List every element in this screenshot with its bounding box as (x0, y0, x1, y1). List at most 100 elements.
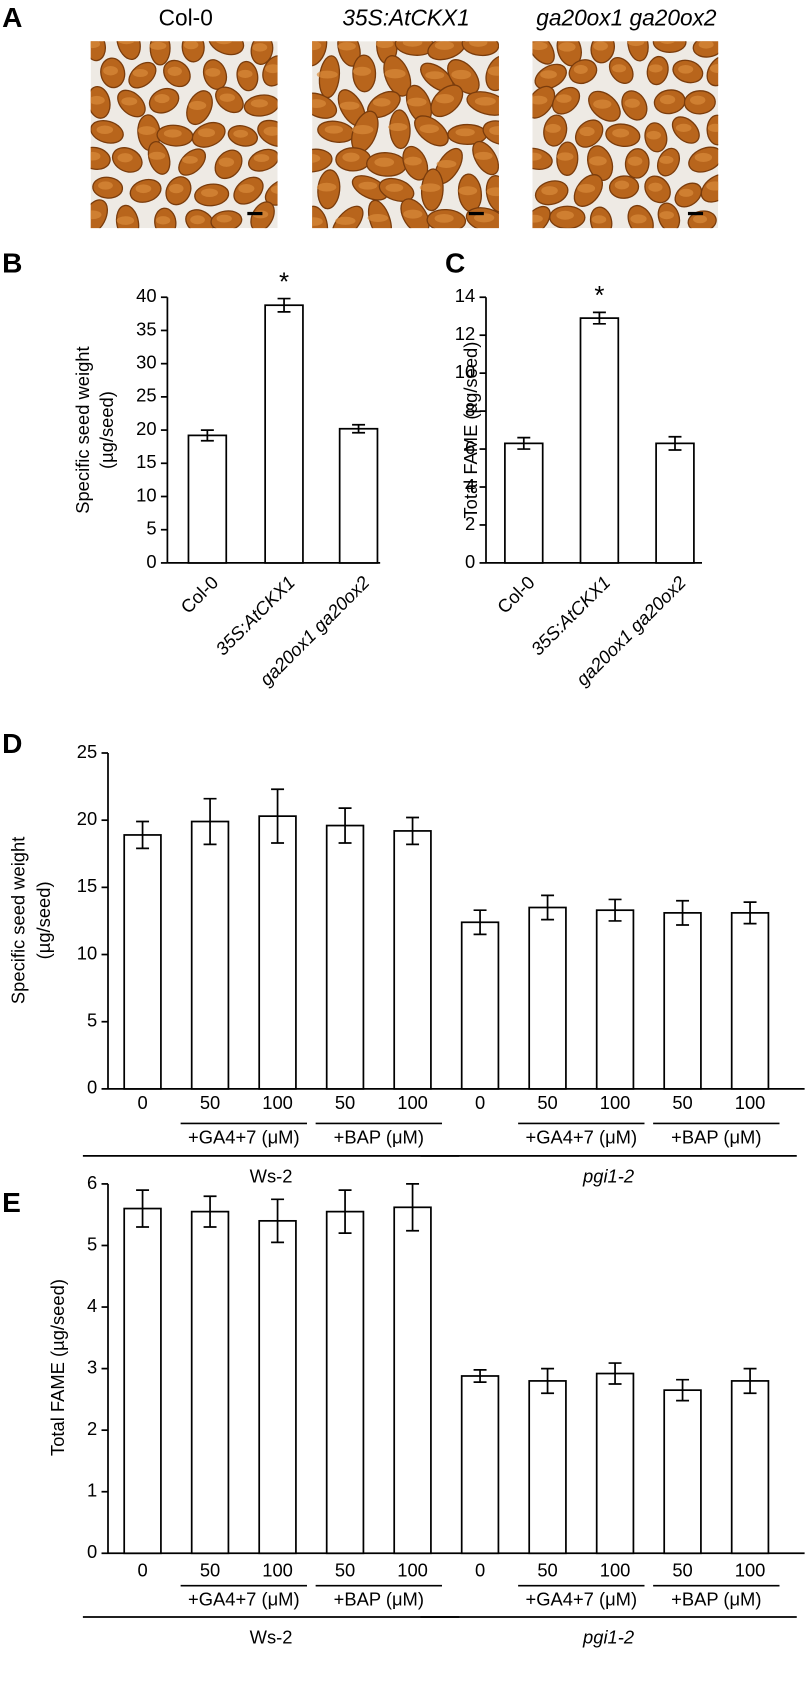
seed-highlight (90, 41, 101, 49)
bar (264, 304, 304, 564)
seed-highlight (98, 181, 113, 190)
seed-highlight (659, 94, 676, 105)
seed-highlight (374, 157, 395, 167)
seed-highlight (435, 93, 455, 104)
seed-highlight (556, 210, 574, 220)
y-tick-label: 12 (455, 323, 475, 344)
seed-highlight (263, 126, 278, 136)
seed-highlight (96, 125, 114, 134)
x-tick-label: 100 (735, 1092, 766, 1113)
seed-highlight (215, 41, 233, 45)
error-bar (271, 788, 285, 844)
bar (187, 434, 228, 564)
y-tick-label: 15 (136, 451, 156, 472)
seed-highlight (388, 123, 408, 132)
seed-highlight (579, 126, 595, 137)
subgroup-label: +BAP (μM) (334, 1589, 424, 1610)
error-bar (406, 816, 420, 846)
y-axis-label: Specific seed weight (7, 837, 28, 1004)
error-bar (136, 820, 150, 850)
seed-highlight (698, 41, 714, 49)
seed-highlight (694, 152, 713, 162)
bar (123, 834, 162, 1090)
seed-highlight (591, 215, 607, 224)
panel-label: E (2, 1187, 21, 1218)
x-tick-label: Col-0 (176, 572, 222, 618)
y-tick-label: 15 (77, 875, 97, 896)
seed-highlight (403, 209, 423, 219)
error-bar (676, 1378, 690, 1402)
error-bar (541, 894, 555, 921)
error-bar (203, 797, 217, 846)
seed-highlight (474, 97, 496, 106)
seed-highlight (118, 41, 135, 45)
group-label: pgi1-2 (582, 1165, 634, 1186)
seed-highlight (473, 213, 495, 223)
y-tick-label: 10 (455, 361, 475, 382)
bar (504, 442, 544, 564)
seed-highlight (541, 186, 558, 196)
x-tick-label: 100 (397, 1559, 428, 1580)
error-bar (608, 1362, 622, 1385)
seed-highlight (589, 156, 607, 166)
y-tick-label: 14 (455, 285, 475, 306)
seed-highlight (540, 70, 557, 79)
photo (312, 41, 499, 229)
seed-highlight (201, 188, 218, 198)
error-bar (676, 899, 690, 926)
seed-highlight (425, 71, 445, 80)
bar (258, 815, 297, 1090)
seed-highlight (342, 152, 360, 162)
seed-highlight (188, 100, 207, 110)
error-bar (517, 436, 531, 450)
seed-highlight (436, 159, 457, 168)
photo-title: Col-0 (159, 5, 213, 31)
subgroup-label: +GA4+7 (μM) (188, 1126, 300, 1147)
seed-highlight (624, 98, 640, 108)
seed-highlight (402, 41, 423, 47)
photo (90, 41, 278, 229)
y-tick-label: 0 (146, 551, 156, 572)
bar (393, 830, 432, 1090)
seed-highlight (384, 68, 406, 79)
seed-highlight (233, 129, 249, 138)
seed-highlight (627, 156, 643, 166)
x-tick-label: 50 (672, 1559, 692, 1580)
x-tick-label: 0 (137, 1559, 147, 1580)
x-tick-label: Col-0 (493, 572, 539, 618)
bar (460, 1375, 500, 1555)
y-tick-label: 5 (146, 518, 156, 539)
error-bar (473, 1368, 487, 1384)
x-tick-label: 100 (262, 1092, 293, 1113)
subgroup-label: +BAP (μM) (671, 1126, 761, 1147)
bar (655, 442, 695, 564)
seed-highlight (351, 125, 374, 135)
seed-highlight (692, 215, 708, 224)
seed-highlight (486, 187, 499, 197)
scale-bar (468, 211, 484, 216)
panel-label: C (445, 247, 465, 278)
seed-highlight (614, 180, 630, 190)
y-tick-label: 30 (136, 352, 156, 373)
y-tick-label: 40 (136, 285, 156, 306)
seed-highlight (135, 184, 152, 194)
y-axis-label: (µg/seed) (96, 391, 117, 469)
seed-highlight (216, 214, 232, 223)
group-label: pgi1-2 (582, 1626, 634, 1647)
seed-highlight (182, 155, 198, 164)
y-tick-label: 10 (77, 942, 97, 963)
seed-highlight (434, 41, 455, 50)
seed-highlight (352, 66, 372, 76)
error-bar (271, 1198, 285, 1244)
bar (325, 824, 365, 1090)
error-bar (277, 297, 291, 313)
seed-highlight (455, 128, 475, 137)
error-bar (473, 909, 487, 936)
y-tick-label: 5 (87, 1233, 97, 1254)
seed-highlight (659, 41, 676, 44)
seed-highlight (367, 214, 389, 222)
seed-highlight (237, 69, 253, 79)
x-tick-label: 0 (475, 1092, 485, 1113)
error-bar (200, 429, 214, 442)
x-tick-label: 50 (200, 1559, 220, 1580)
